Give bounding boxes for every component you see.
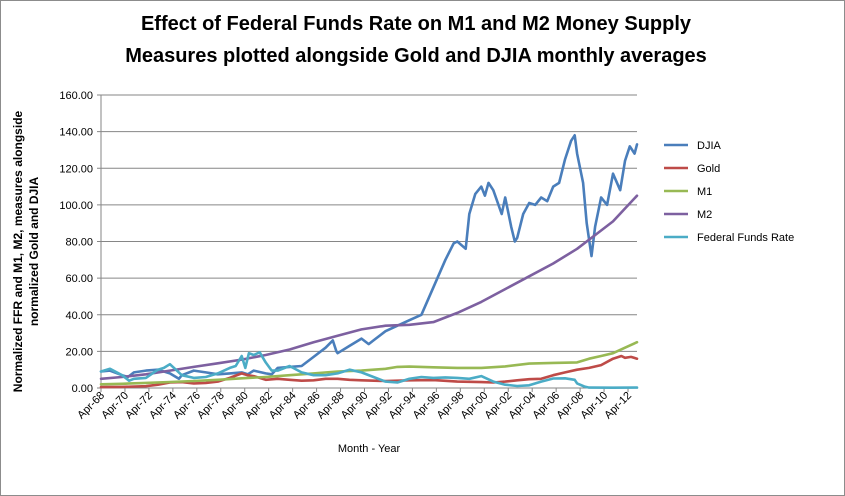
chart-title-line-1: Effect of Federal Funds Rate on M1 and M…: [140, 13, 692, 35]
x-axis-label: Month - Year: [338, 443, 401, 455]
y-tick-label: 100.00: [59, 200, 93, 212]
y-axis-label-line-1: Normalized FFR and M1, M2, measures alon…: [11, 110, 25, 392]
legend-label-djia: DJIA: [697, 140, 722, 152]
y-tick-label: 20.00: [65, 346, 93, 358]
legend-label-m2: M2: [697, 209, 712, 221]
legend-label-m1: M1: [697, 186, 712, 198]
y-tick-label: 140.00: [59, 127, 93, 139]
y-tick-label: 120.00: [59, 163, 93, 175]
series-line-gold: [99, 354, 639, 389]
y-tick-label: 160.00: [59, 90, 93, 102]
legend-label-gold: Gold: [697, 163, 720, 175]
legend-label-federal-funds-rate: Federal Funds Rate: [697, 232, 794, 244]
y-tick-label: 40.00: [65, 310, 93, 322]
series-line-m2: [99, 194, 639, 381]
y-tick-label: 0.00: [72, 383, 93, 395]
y-tick-label: 60.00: [65, 273, 93, 285]
y-tick-label: 80.00: [65, 237, 93, 249]
series-line-m1: [99, 340, 639, 386]
series-line-djia: [99, 134, 639, 381]
y-axis-label: Normalized FFR and M1, M2, measures alon…: [11, 110, 41, 392]
x-tick-label: Apr-12: [602, 390, 634, 422]
series-line-federal-funds-rate: [99, 350, 639, 390]
y-axis-label-line-2: normalized Gold and DJIA: [27, 176, 41, 326]
chart-title-line-2: Measures plotted alongside Gold and DJIA…: [125, 45, 707, 67]
legend: DJIA Gold M1 M2 Federal Funds Rate: [664, 140, 794, 244]
